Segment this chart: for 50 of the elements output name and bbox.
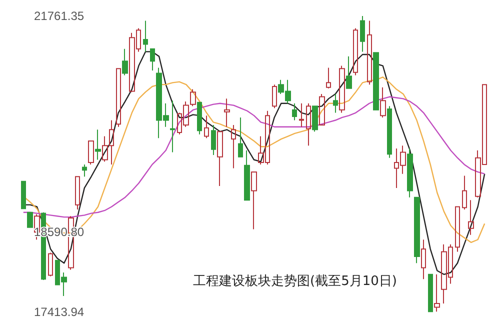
candlestick <box>143 20 148 52</box>
candlestick <box>312 106 318 132</box>
candlestick <box>116 68 121 128</box>
candlestick <box>333 93 338 114</box>
candlestick <box>360 16 365 52</box>
candlestick <box>82 164 87 178</box>
candlestick <box>292 102 297 121</box>
candlestick <box>150 48 155 71</box>
candlestick <box>380 86 386 118</box>
candlestick <box>387 106 392 158</box>
candlestick <box>88 140 94 165</box>
candlestick <box>204 115 209 139</box>
candlestick <box>197 102 202 135</box>
candlestick <box>75 176 80 210</box>
candlestick <box>428 274 433 312</box>
candlestick <box>306 102 311 146</box>
candlestick <box>346 56 352 89</box>
y-tick-label: 21761.35 <box>34 9 84 23</box>
candlestick <box>231 124 236 169</box>
candlestick <box>414 196 420 264</box>
candlestick <box>170 100 175 153</box>
candlestick <box>21 180 26 210</box>
candlestick <box>353 28 358 76</box>
candlestick <box>373 52 379 110</box>
candlestick <box>251 171 257 230</box>
candlestick <box>122 48 128 76</box>
candlestick <box>272 84 277 109</box>
candlestick <box>211 124 216 156</box>
candlestick <box>299 102 304 128</box>
text: 工程建设板块走势图(截至5月10日) <box>193 274 397 289</box>
candlestick <box>407 148 413 198</box>
candlestick <box>95 129 101 160</box>
candlestick <box>224 98 230 128</box>
candlestick <box>48 252 53 277</box>
candlestick <box>468 200 474 236</box>
candlestick <box>434 274 440 312</box>
candlestick <box>339 65 345 114</box>
y-tick-label: 17413.94 <box>34 305 84 319</box>
line-series <box>22 96 486 218</box>
candlestick <box>326 67 331 89</box>
candlestick <box>244 150 250 201</box>
candlestick <box>421 239 426 280</box>
candlestick <box>462 175 467 210</box>
candlestick <box>217 131 223 187</box>
candlestick <box>27 212 33 228</box>
candlestick <box>190 88 196 107</box>
candlestick <box>238 116 243 158</box>
candlestick <box>319 93 325 126</box>
candlestick <box>367 20 372 86</box>
candlestick <box>455 206 460 252</box>
